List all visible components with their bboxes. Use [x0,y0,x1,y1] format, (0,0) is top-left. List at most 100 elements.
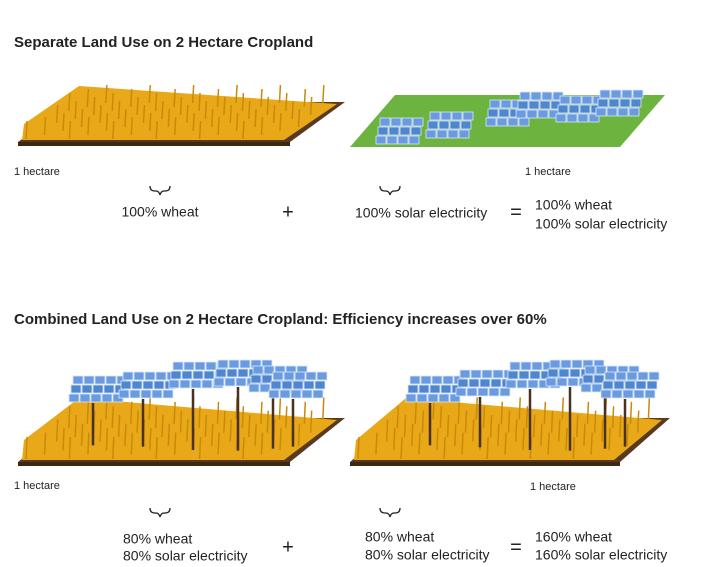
brace [149,507,171,518]
yield-text: 80% solar electricity [123,548,248,564]
wheat-stalk [173,116,177,136]
solar-cell [259,383,271,393]
solar-cell [646,380,658,390]
wheat-stalk [223,410,226,433]
solar-cell [261,374,273,384]
solar-cell [81,384,93,394]
wheat-stalk [217,432,220,455]
solar-cell [637,371,649,381]
solar-cell [168,379,180,389]
area-label: 1 hectare [14,480,60,492]
solar-cell [68,393,80,403]
wheat-stalk [129,401,133,424]
wheat-stalk [291,100,294,120]
wheat-stalk [532,414,536,438]
solar-cell [604,371,616,381]
solar-cell [479,378,491,388]
wheat-stalk [400,436,403,460]
solar-cell [429,384,441,394]
solar-cell [129,389,141,399]
solar-cell [488,387,500,397]
wheat-stalk [149,428,152,451]
wheat-stalk [216,401,220,424]
solar-cell [290,389,302,399]
solar-cell [531,361,543,371]
solar-cell [405,393,417,403]
solar-cell [600,389,612,399]
wheat-stalk [464,410,468,433]
wheat-stalk [583,423,586,446]
solar-cell [611,389,623,399]
wheat-stalk [74,100,77,120]
wheat-stalk [278,84,282,104]
wheat-stalk [486,436,489,460]
wheat-stalk [112,120,115,140]
wheat-stalk [92,96,96,116]
solar-cell [438,393,450,403]
solar-cell [248,383,260,393]
solar-cell [460,120,472,130]
wheat-stalk [525,406,529,429]
wheat-stalk [543,401,547,424]
solar-cell [466,387,478,397]
wheat-stalk [322,397,325,420]
solar-cell [118,389,130,399]
wheat-stalk [303,88,307,108]
solar-cell [632,89,644,99]
solar-cell [530,91,542,101]
solar-cell [477,387,489,397]
plus-sign: + [282,201,294,223]
solar-cell [162,389,174,399]
solar-cell [619,98,631,108]
wheat-stalk [204,414,208,438]
wheat-stalk [443,436,446,460]
soil-edge [18,142,290,146]
soil-edge [350,462,620,466]
wheat-stalk [593,410,597,433]
wheat-stalk [590,432,593,455]
wheat-stalk [375,432,378,455]
wheat-stalk [129,88,133,108]
solar-cell [122,371,134,381]
wheat-stalk [55,104,59,124]
wheat-stalk [210,423,214,446]
solar-cell [442,375,454,385]
solar-cell [205,361,217,371]
wheat-stalk [68,120,72,140]
wheat-stalk [540,423,543,446]
wheat-stalk [173,432,177,455]
solar-cell [105,375,117,385]
wheat-stalk [446,414,450,438]
wheat-stalk [87,432,90,455]
solar-cell [630,98,642,108]
solar-cell [635,380,647,390]
wheat-stalk [500,401,504,424]
solar-cell [263,365,275,375]
wheat-stalk [266,96,270,116]
solar-cell [591,383,603,393]
solar-cell [438,120,450,130]
solar-cell [103,384,115,394]
wheat-stalk [457,401,461,424]
solar-cell [252,365,264,375]
wheat-stalk [309,410,313,433]
wheat-stalk [279,428,282,451]
wheat-stalk [191,84,195,104]
solar-cell [301,389,313,399]
solar-cell [490,378,502,388]
solar-cell [558,368,570,378]
solar-cell [621,89,633,99]
solar-cell [429,111,441,121]
solar-cell [581,95,593,105]
wheat-stalk [254,108,257,128]
wheat-stalk [297,108,301,128]
solar-cell [617,107,629,117]
solar-cell [153,380,165,390]
wheat-stalk [105,428,109,451]
solar-cell [303,380,315,390]
solar-cell [418,384,430,394]
wheat-stalk [254,423,257,446]
solar-cell [401,117,413,127]
wheat-stalk [242,120,245,140]
solar-cell [566,113,578,123]
